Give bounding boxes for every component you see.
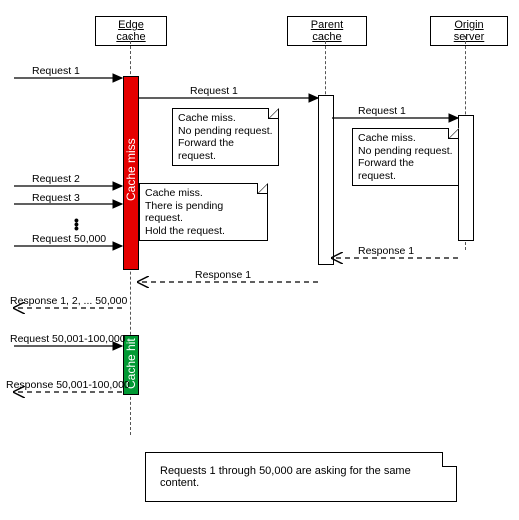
actor-parent-cache: Parent cache bbox=[287, 16, 367, 46]
note-line: Cache miss. bbox=[145, 187, 203, 199]
actor-edge-cache: Edge cache bbox=[95, 16, 167, 46]
label-req1-origin: Request 1 bbox=[358, 105, 406, 117]
note-line: Cache miss. bbox=[178, 112, 236, 124]
note-line: Cache miss. bbox=[358, 132, 416, 144]
note-parent-miss: Cache miss. No pending request. Forward … bbox=[172, 108, 279, 166]
label-resp1-parent: Response 1 bbox=[358, 245, 414, 257]
note-line: Hold the request. bbox=[145, 225, 225, 237]
note-line: Forward the request. bbox=[178, 137, 234, 162]
label-req2: Request 2 bbox=[32, 173, 80, 185]
note-footer: Requests 1 through 50,000 are asking for… bbox=[145, 452, 457, 502]
actor-origin-server: Origin server bbox=[430, 16, 508, 46]
activation-parent bbox=[318, 95, 334, 265]
note-line: Forward the request. bbox=[358, 157, 414, 182]
actor-label: Origin server bbox=[454, 19, 485, 43]
label-resp-all: Response 1, 2, ... 50,000 bbox=[10, 295, 127, 307]
note-line: No pending request. bbox=[358, 145, 453, 157]
actor-label: Parent cache bbox=[311, 19, 343, 43]
label-resp-50001: Response 50,001-100,000 bbox=[6, 379, 130, 391]
activation-origin bbox=[458, 115, 474, 241]
note-line: No pending request. bbox=[178, 125, 273, 137]
activation-label-miss: Cache miss bbox=[124, 130, 138, 210]
note-origin-miss: Cache miss. No pending request. Forward … bbox=[352, 128, 459, 186]
label-resp1-edge: Response 1 bbox=[195, 269, 251, 281]
label-req3: Request 3 bbox=[32, 192, 80, 204]
note-text: Requests 1 through 50,000 are asking for… bbox=[160, 465, 411, 489]
ellipsis-dots-icon: ••• bbox=[74, 218, 79, 230]
note-line: There is pending request. bbox=[145, 200, 223, 225]
label-req-50001: Request 50,001-100,000 bbox=[10, 333, 126, 345]
label-req50000: Request 50,000 bbox=[32, 233, 106, 245]
label-req1-edge: Request 1 bbox=[32, 65, 80, 77]
arrows-layer bbox=[0, 0, 519, 520]
label-req1-parent: Request 1 bbox=[190, 85, 238, 97]
note-edge-hold: Cache miss. There is pending request. Ho… bbox=[139, 183, 268, 241]
sequence-diagram: Edge cache Parent cache Origin server Ca… bbox=[0, 0, 519, 520]
